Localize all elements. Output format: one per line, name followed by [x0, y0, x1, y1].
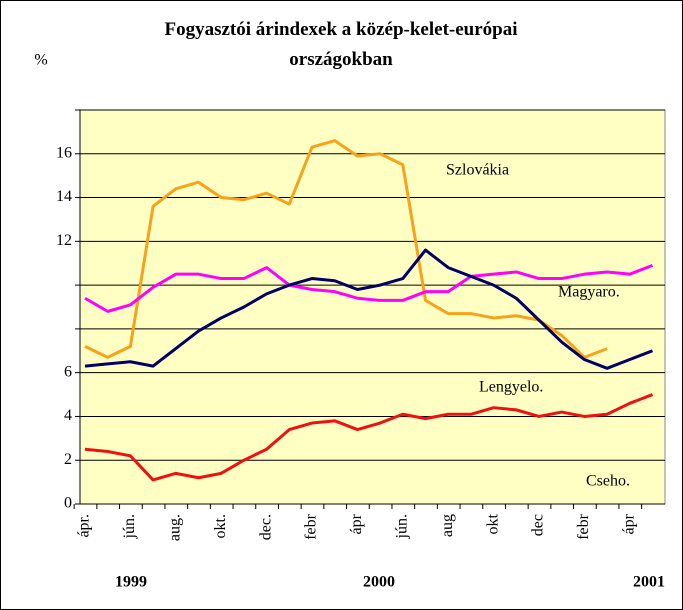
- y-tick-label: 16: [56, 144, 72, 161]
- year-label: 2000: [363, 574, 395, 591]
- y-tick-label: 0: [64, 495, 72, 512]
- x-tick-label: jún.: [393, 514, 410, 539]
- y-tick-label: 12: [56, 232, 72, 249]
- y-tick-label: 2: [64, 451, 72, 468]
- y-tick-label: 14: [56, 188, 72, 205]
- year-label: 2001: [633, 574, 665, 591]
- series-label: Cseho.: [586, 473, 630, 490]
- x-tick-label: dec.: [257, 514, 274, 540]
- series-line: [84, 248, 654, 370]
- y-tick-label: 6: [64, 363, 72, 380]
- series-line: [84, 393, 654, 482]
- y-axis-label: %: [34, 52, 47, 69]
- x-tick-label: aug: [439, 514, 456, 537]
- x-tick-label: aug.: [166, 514, 183, 541]
- chart-title: Fogyasztói árindexek a közép-kelet-európ…: [164, 19, 518, 70]
- x-tick-label: ápr.: [76, 514, 93, 538]
- x-tick-label: ápr: [620, 513, 637, 534]
- plot-area: [79, 109, 666, 505]
- series-label: Lengyelo.: [479, 379, 543, 396]
- x-tick-label: ápr: [348, 513, 365, 534]
- y-tick-label: 4: [64, 407, 72, 424]
- year-label: 1999: [115, 574, 147, 591]
- x-tick-label: okt.: [212, 514, 229, 538]
- x-tick-label: febr: [575, 513, 592, 539]
- x-tick-label: jún.: [121, 514, 138, 539]
- series-line: [84, 139, 608, 359]
- x-tick-label: okt: [484, 513, 501, 534]
- series-label: Szlovákia: [446, 162, 509, 179]
- series-line: [84, 264, 654, 313]
- series-label: Magyaro.: [558, 284, 620, 301]
- x-tick-label: febr: [303, 513, 320, 539]
- x-tick-label: dec: [530, 514, 547, 536]
